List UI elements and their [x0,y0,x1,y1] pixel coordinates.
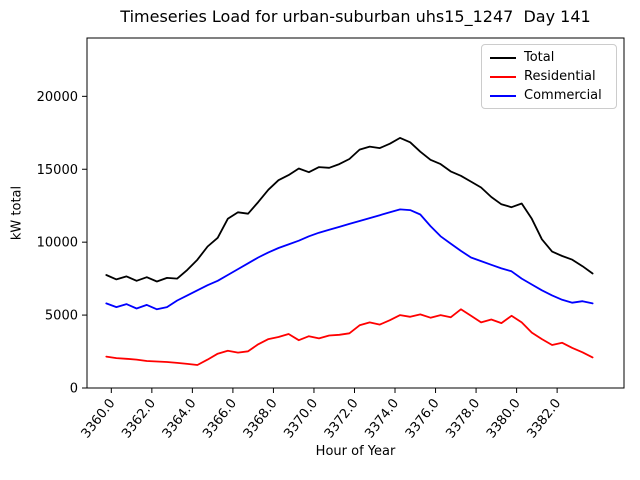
x-tick-label: 3364.0 [160,396,200,441]
legend-line-total-icon [490,56,516,59]
axes-spines [86,37,625,389]
y-tick-label: 15000 [37,163,78,178]
x-tick-label: 3374.0 [362,396,402,441]
x-axis-label: Hour of Year [315,444,396,459]
legend: Total Residential Commercial [481,44,617,109]
y-tick-label: 10000 [37,236,78,251]
legend-item-total: Total [490,49,608,67]
chart-title: Timeseries Load for urban-suburban uhs15… [120,7,591,26]
x-tick-label: 3366.0 [200,396,240,441]
x-tick-label: 3370.0 [281,396,321,441]
x-tick-label: 3376.0 [403,396,443,441]
x-tick-label: 3382.0 [524,396,564,441]
y-axis-label: kW total [9,185,25,241]
y-tick-label: 0 [70,382,78,397]
legend-item-residential: Residential [490,68,608,86]
legend-line-commercial-icon [490,94,516,97]
series-line-commercial [105,208,594,311]
x-tick-label: 3380.0 [484,396,524,441]
y-tick-label: 20000 [37,90,78,105]
x-tick-label: 3372.0 [322,396,362,441]
legend-label-residential: Residential [524,68,596,84]
x-tick-label: 3360.0 [79,396,119,441]
legend-label-total: Total [524,49,555,65]
x-tick-label: 3368.0 [241,396,281,441]
x-tick-label: 3378.0 [443,396,483,441]
x-tick-label: 3362.0 [119,396,159,441]
series-line-residential [105,308,594,366]
legend-label-commercial: Commercial [524,87,602,103]
legend-item-commercial: Commercial [490,87,608,105]
series-line-total [105,136,594,283]
legend-line-residential-icon [490,75,516,78]
y-tick-label: 5000 [45,309,78,324]
